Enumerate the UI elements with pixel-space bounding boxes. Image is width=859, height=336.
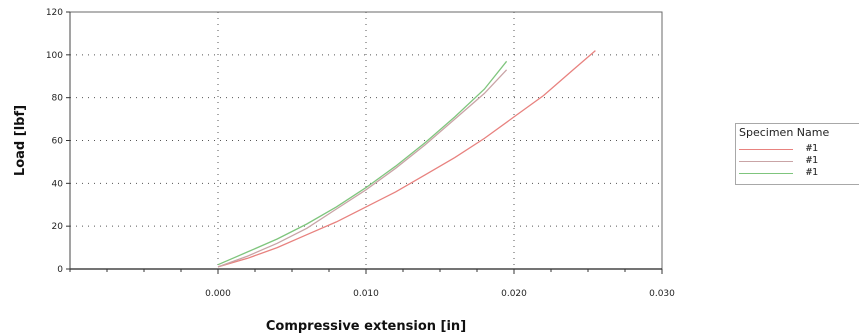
legend-item-1: #1	[736, 143, 859, 155]
legend-item-3: #1	[736, 167, 859, 179]
y-axis-title: Load [lbf]	[13, 105, 28, 176]
series-line-2	[217, 69, 508, 268]
x-tick-label-1: 0.010	[353, 289, 379, 299]
legend-label-2: #1	[806, 155, 819, 166]
y-tick-label-5: 100	[46, 51, 63, 61]
y-tick-label-2: 40	[52, 179, 64, 189]
series-line-3	[217, 60, 508, 266]
legend-swatch-3	[739, 173, 793, 174]
legend-swatch-2	[739, 161, 793, 162]
y-tick-label-3: 60	[52, 137, 64, 147]
series-line-1	[217, 50, 596, 268]
legend: Specimen Name #1 #1 #1	[735, 123, 859, 185]
legend-item-2: #1	[736, 155, 859, 167]
x-axis-title: Compressive extension [in]	[266, 319, 466, 334]
y-tick-label-6: 120	[46, 8, 63, 18]
legend-rows: #1 #1 #1	[736, 143, 859, 179]
x-tick-label-2: 0.020	[501, 289, 527, 299]
legend-label-1: #1	[806, 143, 819, 154]
y-tick-label-0: 0	[57, 265, 63, 275]
y-tick-label-1: 20	[52, 222, 64, 232]
legend-swatch-1	[739, 149, 793, 150]
plot-area	[70, 12, 662, 269]
x-tick-label-3: 0.030	[649, 289, 675, 299]
legend-title: Specimen Name	[739, 126, 830, 139]
legend-label-3: #1	[806, 167, 819, 178]
x-tick-label-0: 0.000	[205, 289, 231, 299]
y-tick-label-4: 80	[52, 94, 64, 104]
